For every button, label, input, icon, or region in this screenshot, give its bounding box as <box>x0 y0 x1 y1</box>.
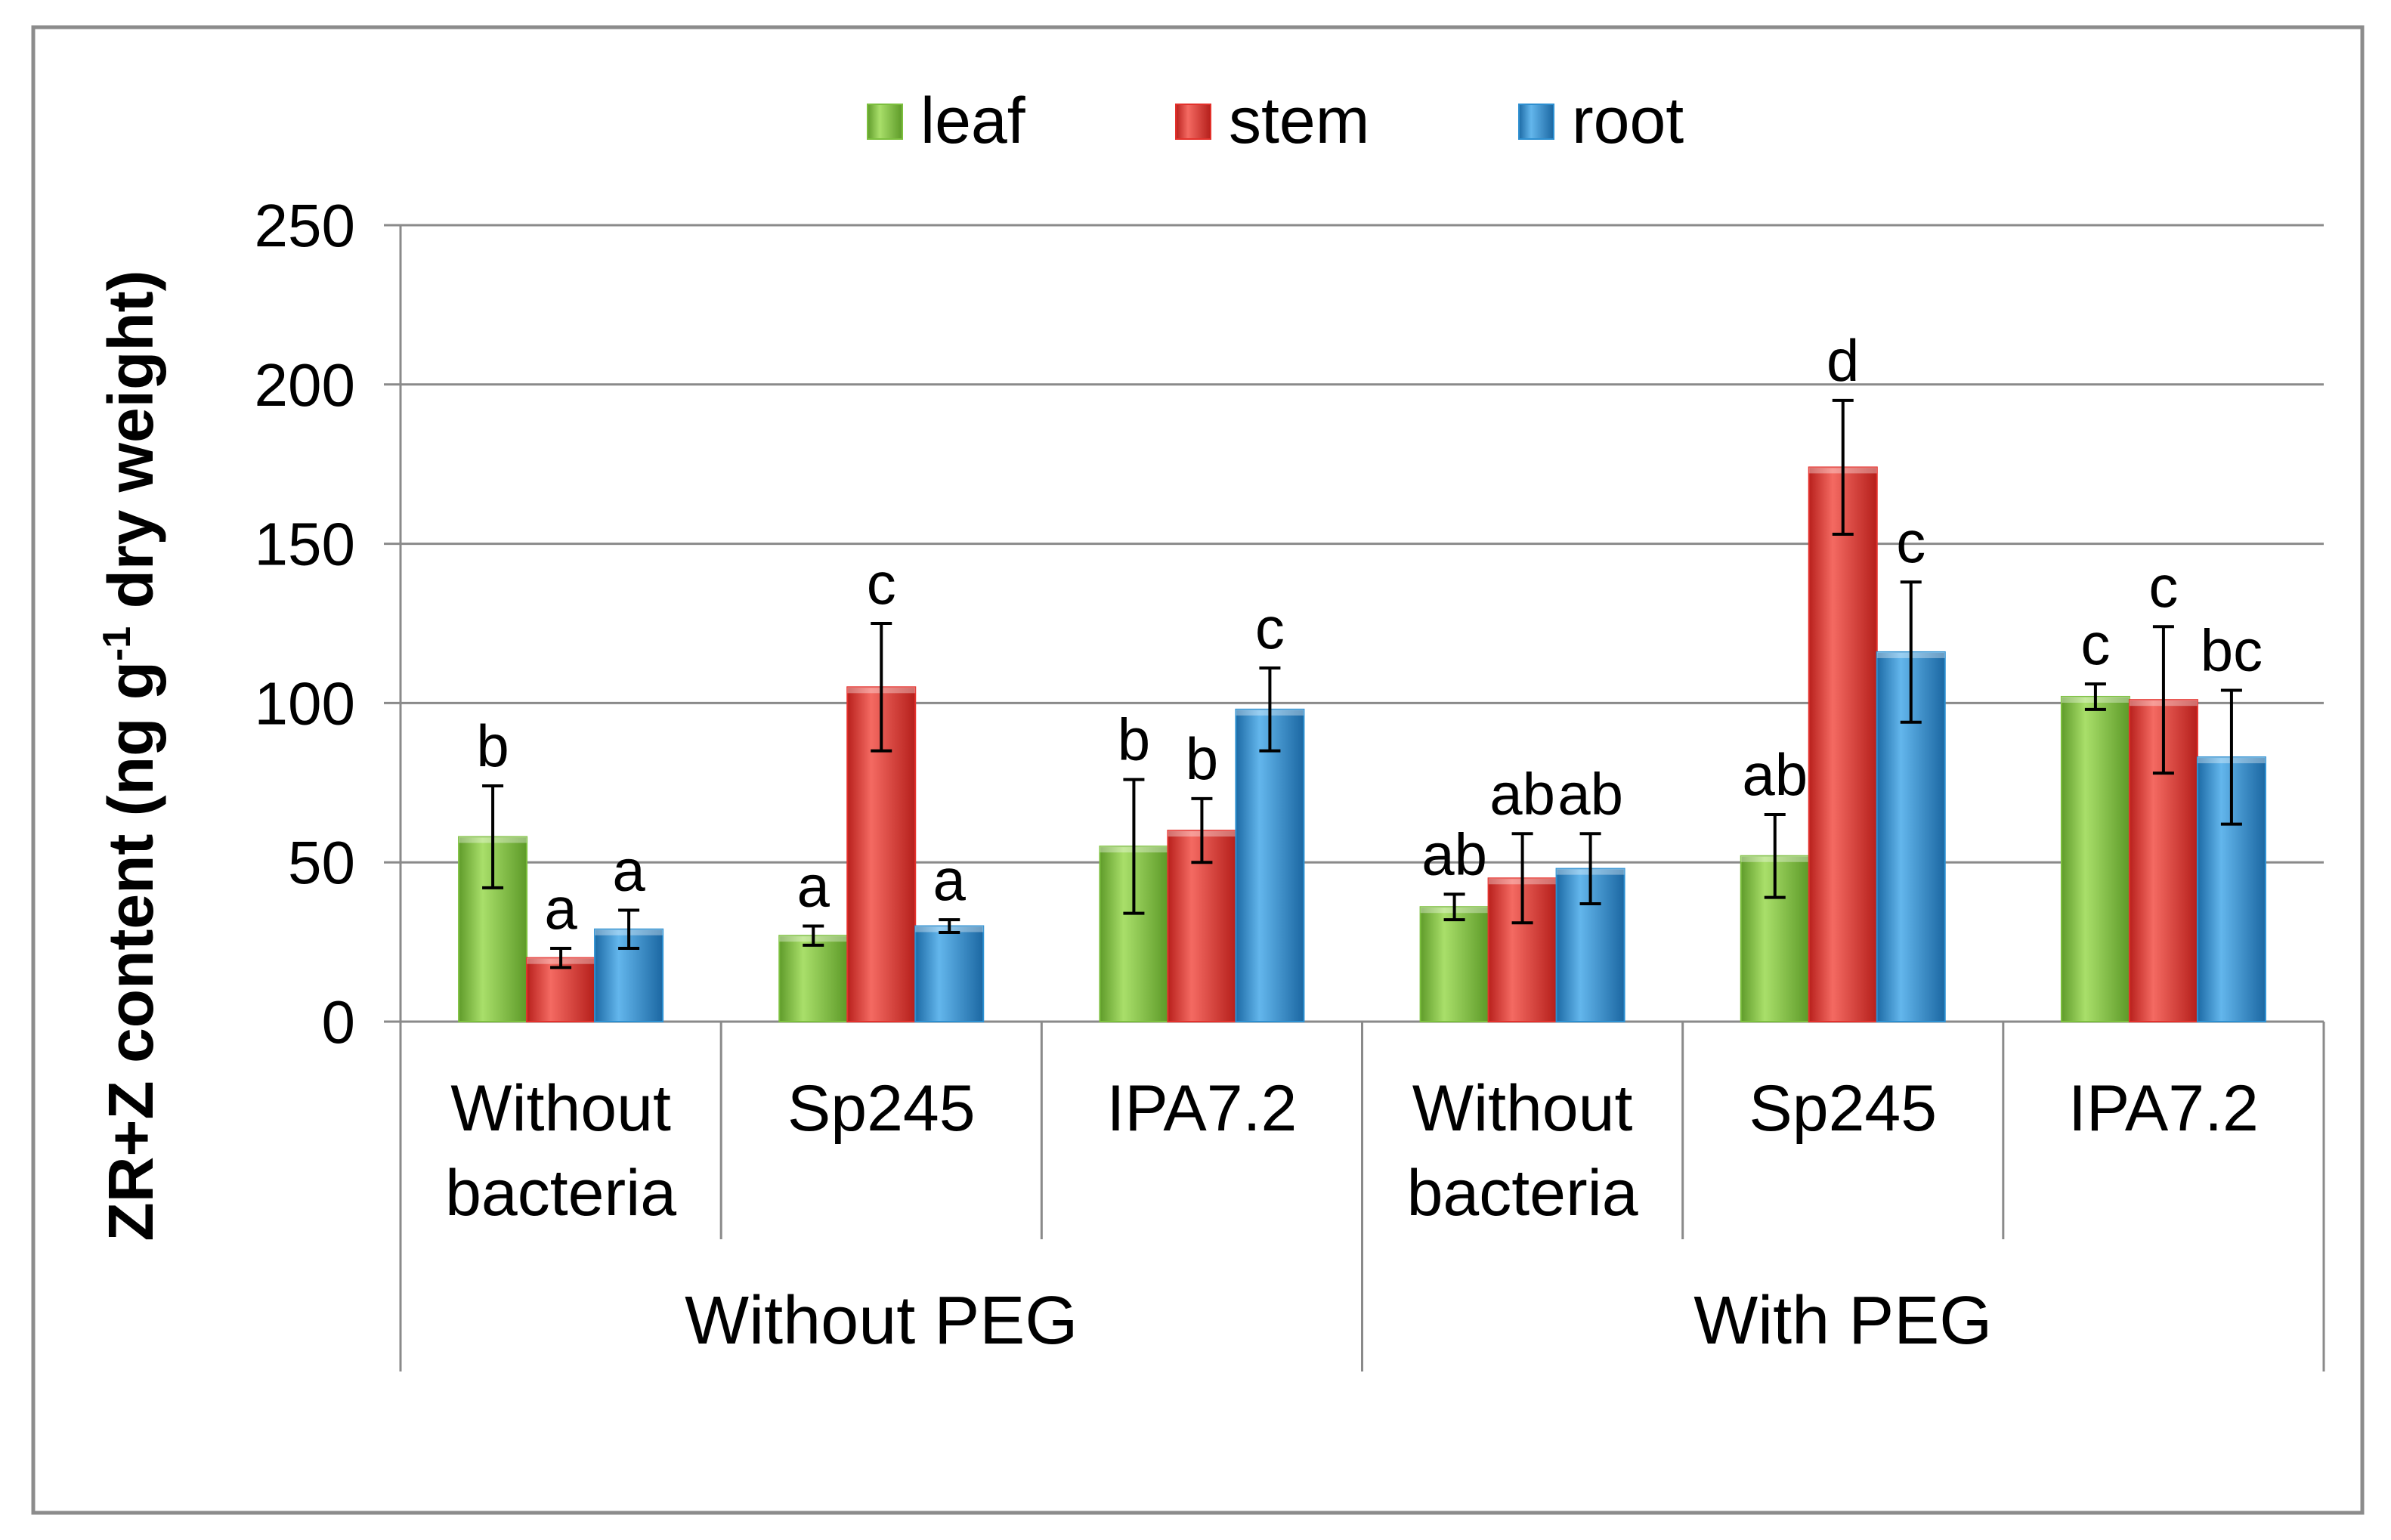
gridlines <box>401 224 2324 864</box>
category-labels: Without bacteria Sp245 IPA7.2 Without bacteri… <box>445 1072 2259 1359</box>
error-bars <box>482 398 2242 969</box>
bar-leaf <box>1419 906 1489 1022</box>
category-label-line: IPA7.2 <box>2068 1072 2259 1145</box>
significance-label-leaf: ab <box>1742 741 1808 808</box>
significance-label-root: bc <box>2201 617 2263 684</box>
significance-label-root: c <box>1255 595 1285 661</box>
legend-label-root: root <box>1572 85 1684 157</box>
chart-frame <box>31 25 2365 1515</box>
category-label-line: bacteria <box>445 1157 676 1229</box>
group-label: Without PEG <box>685 1283 1078 1359</box>
category-label: Without bacteria <box>1407 1072 1638 1229</box>
significance-label-leaf: ab <box>1421 821 1487 887</box>
y-axis-title: ZR+Z content (ng g-1 dry weight) <box>95 270 166 1241</box>
significance-label-leaf: c <box>2080 611 2110 677</box>
category-label-line: Sp245 <box>1749 1072 1937 1145</box>
bar-leaf <box>778 935 849 1022</box>
y-axis-title-main: ZR+Z content (ng g <box>95 661 166 1242</box>
category-label-line: Without <box>450 1072 671 1145</box>
category-label-line: Without <box>1412 1072 1633 1145</box>
category-label: IPA7.2 <box>2068 1072 2259 1145</box>
group-label: With PEG <box>1693 1283 1992 1359</box>
bar-root <box>914 925 985 1023</box>
significance-label-root: c <box>1896 509 1925 575</box>
significance-label-stem: c <box>867 550 896 617</box>
significance-label-stem: c <box>2148 553 2178 620</box>
significance-label-leaf: b <box>1118 707 1150 773</box>
significance-label-stem: a <box>544 875 577 942</box>
bars <box>458 466 2266 1023</box>
significance-label-leaf: b <box>476 713 509 779</box>
category-label: IPA7.2 <box>1107 1072 1298 1145</box>
category-label: Sp245 <box>787 1072 976 1145</box>
bar-leaf <box>1099 846 1169 1022</box>
significance-label-stem: d <box>1827 327 1859 394</box>
bar-stem <box>1808 466 1878 1022</box>
bar-root <box>1235 708 1305 1022</box>
legend-swatch-leaf <box>867 104 903 140</box>
legend-swatch-stem <box>1175 104 1211 140</box>
bar-leaf <box>2060 695 2130 1023</box>
category-label: Without bacteria <box>445 1072 676 1229</box>
significance-label-stem: b <box>1186 725 1218 792</box>
significance-label-root: a <box>612 836 645 903</box>
y-tick-label: 150 <box>255 511 355 578</box>
axes: 0 50 100 150 200 250 <box>255 192 2325 1371</box>
legend-label-leaf: leaf <box>920 85 1026 157</box>
significance-label-stem: ab <box>1489 760 1555 827</box>
category-label-line: Sp245 <box>787 1072 976 1145</box>
y-tick-label: 0 <box>322 988 356 1056</box>
y-axis-title-tail: dry weight) <box>95 270 166 626</box>
legend-swatch-root <box>1518 104 1554 140</box>
y-tick-label: 50 <box>288 829 355 896</box>
significance-label-root: ab <box>1557 760 1623 827</box>
significance-label-root: a <box>933 846 967 913</box>
y-axis-title-superscript: -1 <box>95 626 139 661</box>
y-tick-label: 200 <box>255 351 355 419</box>
legend: leaf stem root <box>867 85 1684 157</box>
significance-label-leaf: a <box>797 853 831 920</box>
y-tick-label: 100 <box>255 669 355 737</box>
legend-label-stem: stem <box>1229 85 1369 157</box>
category-label-line: IPA7.2 <box>1107 1072 1298 1145</box>
category-label: Sp245 <box>1749 1072 1937 1145</box>
y-tick-label: 250 <box>255 192 355 259</box>
category-label-line: bacteria <box>1407 1157 1638 1229</box>
